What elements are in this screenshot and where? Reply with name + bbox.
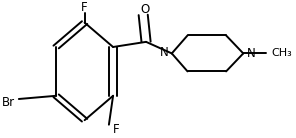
Text: N: N <box>247 47 255 60</box>
Text: Br: Br <box>2 96 15 109</box>
Text: O: O <box>140 3 149 16</box>
Text: N: N <box>160 46 168 59</box>
Text: F: F <box>113 123 119 136</box>
Text: F: F <box>81 1 88 14</box>
Text: CH₃: CH₃ <box>271 48 292 58</box>
